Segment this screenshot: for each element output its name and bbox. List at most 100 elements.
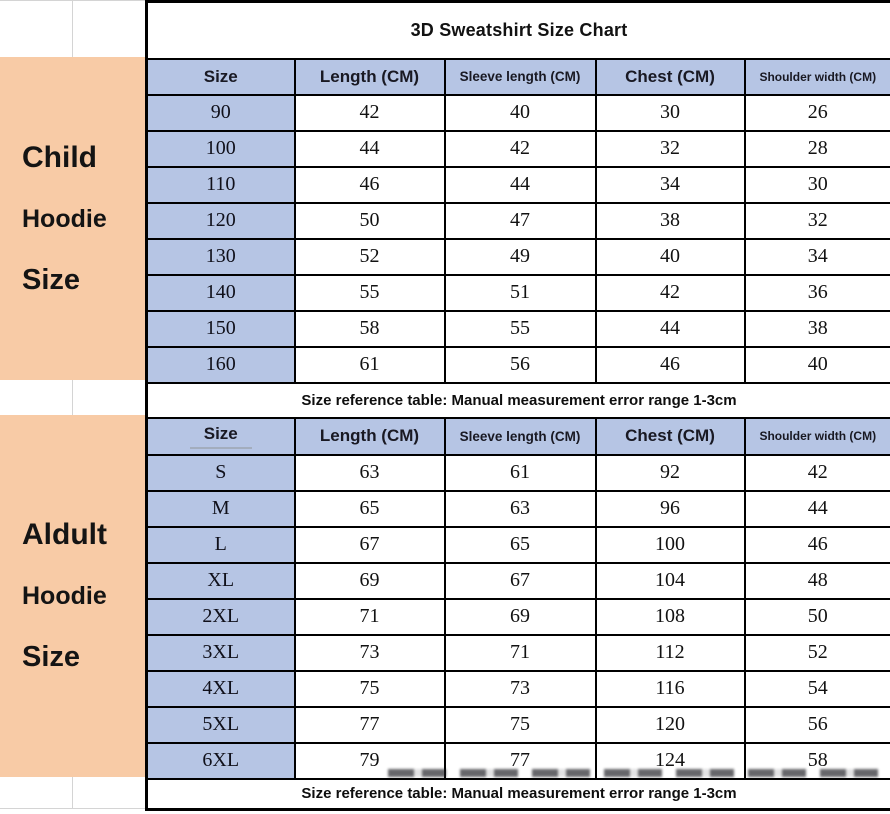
value-cell: 75 (443, 705, 597, 744)
column-header-chest: Chest (CM) (594, 57, 746, 96)
table-row: 6XL 79 77 124 58 (145, 741, 890, 780)
value-cell: 100 (594, 525, 746, 564)
value-cell: 46 (594, 345, 746, 384)
table-row: M 65 63 96 44 (145, 489, 890, 528)
size-label-cell: M (145, 489, 296, 528)
value-cell: 32 (743, 201, 890, 240)
value-cell: 58 (293, 309, 446, 348)
size-label-cell: S (145, 453, 296, 492)
adult-label-word: Size (22, 641, 81, 673)
column-header-size: Size (145, 416, 296, 456)
child-table-body: 90 42 40 30 26 100 44 42 32 28 110 46 44 34 30 120 50 47 3… (145, 93, 890, 384)
column-header-shoulder-width: Shoulder width (CM) (743, 57, 890, 96)
value-cell: 50 (743, 597, 890, 636)
column-header-length: Length (CM) (293, 57, 446, 96)
size-label-cell: 100 (145, 129, 296, 168)
value-cell: 44 (443, 165, 597, 204)
size-label-cell: 110 (145, 165, 296, 204)
top-left-margin-cell (0, 0, 145, 59)
value-cell: 61 (443, 453, 597, 492)
size-chart-table: 3D Sweatshirt Size Chart Size Length (CM… (145, 0, 890, 811)
value-cell: 69 (443, 597, 597, 636)
value-cell: 124 (594, 741, 746, 780)
table-row: 2XL 71 69 108 50 (145, 597, 890, 636)
value-cell: 63 (293, 453, 446, 492)
value-cell: 54 (743, 669, 890, 708)
value-cell: 73 (293, 633, 446, 672)
table-row: 120 50 47 38 32 (145, 201, 890, 240)
table-row: 90 42 40 30 26 (145, 93, 890, 132)
size-label-cell: 4XL (145, 669, 296, 708)
title-block: 3D Sweatshirt Size Chart (145, 0, 890, 60)
value-cell: 116 (594, 669, 746, 708)
child-label-word: Hoodie (22, 204, 107, 233)
value-cell: 63 (443, 489, 597, 528)
value-cell: 32 (594, 129, 746, 168)
value-cell: 58 (743, 741, 890, 780)
table-row: 160 61 56 46 40 (145, 345, 890, 384)
value-cell: 79 (293, 741, 446, 780)
value-cell: 69 (293, 561, 446, 600)
value-cell: 96 (594, 489, 746, 528)
value-cell: 56 (743, 705, 890, 744)
value-cell: 75 (293, 669, 446, 708)
value-cell: 42 (743, 453, 890, 492)
column-header-size: Size (145, 57, 296, 96)
column-header-length: Length (CM) (293, 416, 446, 456)
child-label-word: Child (22, 140, 97, 174)
value-cell: 46 (293, 165, 446, 204)
adult-header-row: Size Length (CM) Sleeve length (CM) Ches… (145, 416, 890, 456)
spreadsheet-gridline (72, 777, 73, 808)
value-cell: 30 (594, 93, 746, 132)
value-cell: 40 (594, 237, 746, 276)
value-cell: 38 (743, 309, 890, 348)
chart-title: 3D Sweatshirt Size Chart (145, 0, 890, 60)
value-cell: 34 (743, 237, 890, 276)
value-cell: 77 (443, 741, 597, 780)
table-row: 140 55 51 42 36 (145, 273, 890, 312)
value-cell: 47 (443, 201, 597, 240)
value-cell: 55 (443, 309, 597, 348)
size-label-cell: L (145, 525, 296, 564)
size-label-cell: 6XL (145, 741, 296, 780)
value-cell: 42 (293, 93, 446, 132)
table-row: 4XL 75 73 116 54 (145, 669, 890, 708)
value-cell: 67 (293, 525, 446, 564)
value-cell: 104 (594, 561, 746, 600)
value-cell: 108 (594, 597, 746, 636)
table-row: 150 58 55 44 38 (145, 309, 890, 348)
value-cell: 30 (743, 165, 890, 204)
value-cell: 36 (743, 273, 890, 312)
size-label-cell: 160 (145, 345, 296, 384)
adult-label-word: Hoodie (22, 582, 107, 610)
value-cell: 40 (443, 93, 597, 132)
adult-note-block: Size reference table: Manual measurement… (145, 777, 890, 811)
size-label-cell: 90 (145, 93, 296, 132)
title-row: 3D Sweatshirt Size Chart (145, 0, 890, 60)
value-cell: 44 (293, 129, 446, 168)
value-cell: 92 (594, 453, 746, 492)
value-cell: 77 (293, 705, 446, 744)
adult-table-body: S 63 61 92 42 M 65 63 96 44 L 67 65 100 46 XL 69 67 104 48 2… (145, 453, 890, 780)
value-cell: 51 (443, 273, 597, 312)
value-cell: 65 (443, 525, 597, 564)
size-label-cell: 130 (145, 237, 296, 276)
spreadsheet-gridline (72, 380, 73, 415)
table-row: 100 44 42 32 28 (145, 129, 890, 168)
measurement-note: Size reference table: Manual measurement… (145, 777, 890, 811)
value-cell: 120 (594, 705, 746, 744)
child-header-block: Size Length (CM) Sleeve length (CM) Ches… (145, 57, 890, 96)
value-cell: 34 (594, 165, 746, 204)
value-cell: 26 (743, 93, 890, 132)
table-row: 110 46 44 34 30 (145, 165, 890, 204)
value-cell: 40 (743, 345, 890, 384)
size-label-cell: 140 (145, 273, 296, 312)
measurement-note: Size reference table: Manual measurement… (145, 381, 890, 419)
value-cell: 44 (743, 489, 890, 528)
value-cell: 46 (743, 525, 890, 564)
value-cell: 49 (443, 237, 597, 276)
sidebar-gap-cell (0, 380, 145, 415)
value-cell: 65 (293, 489, 446, 528)
value-cell: 71 (293, 597, 446, 636)
